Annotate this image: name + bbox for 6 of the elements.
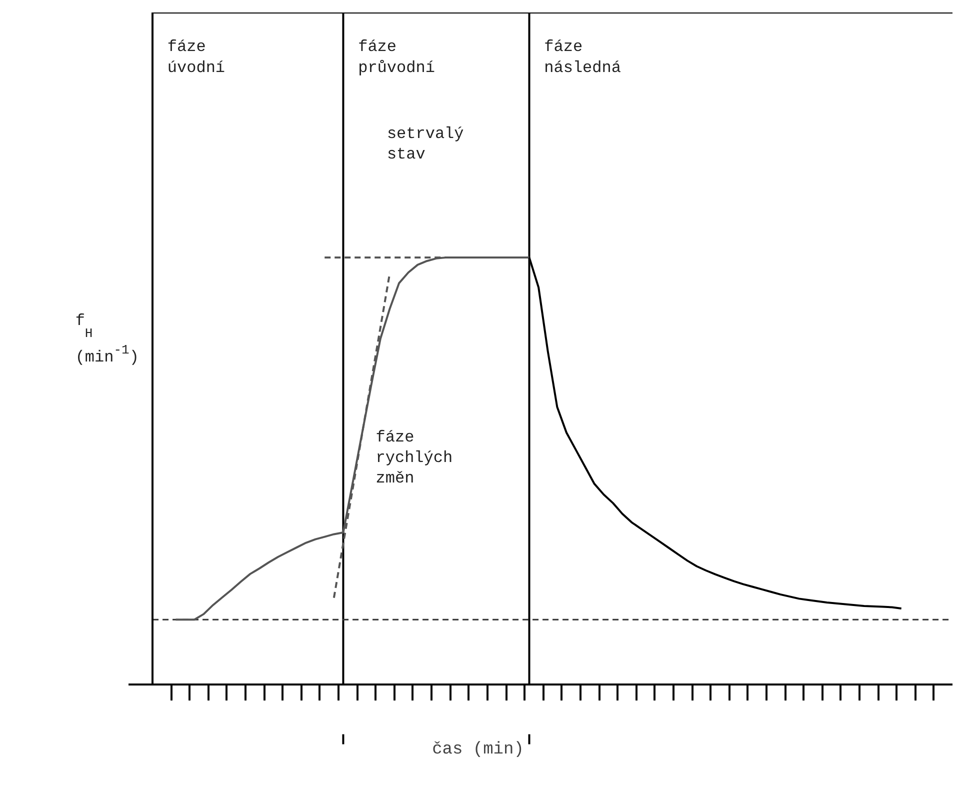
text: fáze průvodní	[358, 38, 435, 77]
text: setrvalý stav	[386, 124, 464, 164]
annotation: fáze rychlých změn	[376, 428, 453, 488]
x-axis-title: čas (min)	[432, 740, 524, 760]
text: fáze úvodní	[167, 38, 226, 77]
text: fáze následná	[544, 38, 622, 77]
